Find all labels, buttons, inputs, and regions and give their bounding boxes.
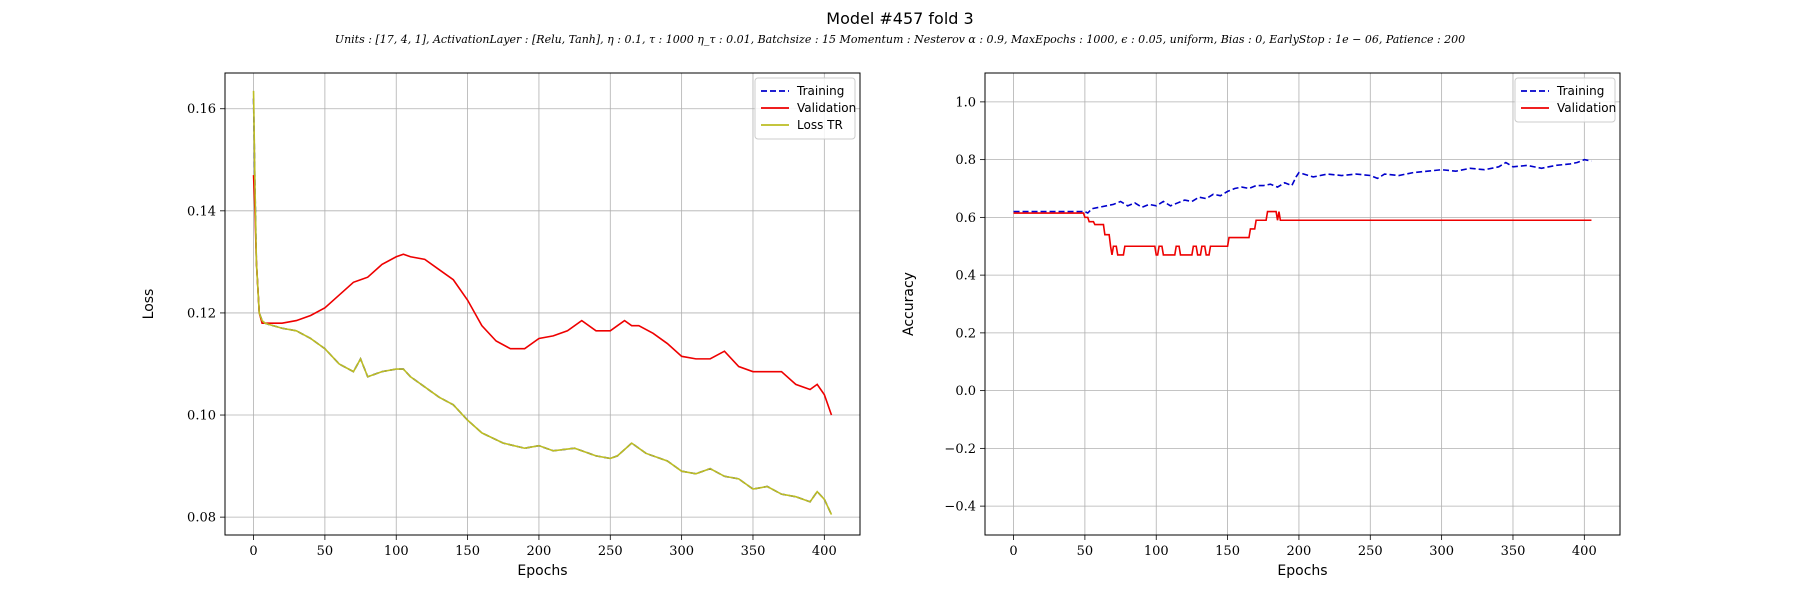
figure-subtitle: Units : [17, 4, 1], ActivationLayer : [R… — [335, 33, 1465, 46]
x-tick-label: 200 — [1287, 544, 1312, 559]
y-tick-label: 0.4 — [955, 269, 976, 284]
legend-label: Loss TR — [797, 118, 843, 132]
x-tick-label: 300 — [669, 544, 694, 559]
y-tick-label: 0.16 — [187, 102, 216, 117]
series-line-loss-tr — [252, 90, 833, 515]
x-tick-label: 100 — [1144, 544, 1169, 559]
plot-frame — [984, 72, 1621, 536]
y-tick-label: 0.6 — [955, 211, 976, 226]
y-tick-label: 0.2 — [955, 326, 976, 341]
plot-frame — [224, 72, 861, 536]
legend: Training Validation Loss TR — [754, 77, 856, 140]
x-tick-label: 0 — [249, 544, 257, 559]
x-tick-label: 250 — [1358, 544, 1383, 559]
x-tick-label: 100 — [384, 544, 409, 559]
series-line-training — [1013, 158, 1592, 215]
x-axis-label: Epochs — [517, 563, 567, 579]
x-tick-label: 350 — [741, 544, 766, 559]
y-tick-label: 0.14 — [187, 204, 216, 219]
legend-label: Training — [1556, 84, 1604, 98]
legend: Training Validation — [1514, 77, 1616, 123]
x-tick-label: 250 — [598, 544, 623, 559]
figure-title: Model #457 fold 3 — [826, 9, 973, 28]
y-tick-label: −0.2 — [944, 442, 976, 457]
x-tick-label: 0 — [1009, 544, 1017, 559]
x-tick-label: 200 — [527, 544, 552, 559]
y-tick-label: 0.08 — [187, 511, 216, 526]
series-line-validation — [252, 175, 833, 416]
legend-box — [1514, 77, 1616, 123]
x-tick-label: 400 — [1572, 544, 1597, 559]
x-tick-label: 50 — [317, 544, 334, 559]
legend-label: Validation — [797, 101, 856, 115]
legend-label: Validation — [1557, 101, 1616, 115]
y-axis-label: Loss — [141, 289, 157, 320]
y-tick-label: 0.10 — [187, 409, 216, 424]
y-tick-label: 0.0 — [955, 384, 976, 399]
x-tick-label: 350 — [1501, 544, 1526, 559]
series-line-validation — [1013, 210, 1592, 256]
x-tick-label: 150 — [1215, 544, 1240, 559]
y-tick-label: 0.8 — [955, 153, 976, 168]
y-tick-label: 1.0 — [955, 95, 976, 110]
loss-chart: 0 50 100 150 200 250 300 350 400 0.08 0.10 0.12 0.14… — [141, 72, 861, 579]
x-tick-label: 50 — [1077, 544, 1094, 559]
x-axis-label: Epochs — [1277, 563, 1327, 579]
legend-label: Training — [796, 84, 844, 98]
x-tick-label: 300 — [1429, 544, 1454, 559]
accuracy-chart: 0 50 100 150 200 250 300 350 400 −0.4 −0.2 0.0 0.2 0.… — [901, 72, 1621, 579]
y-tick-label: 0.12 — [187, 306, 216, 321]
x-tick-label: 150 — [455, 544, 480, 559]
y-axis-label: Accuracy — [901, 272, 917, 336]
y-tick-label: −0.4 — [944, 500, 976, 515]
x-tick-label: 400 — [812, 544, 837, 559]
legend-box — [754, 77, 856, 140]
series-line-training — [252, 98, 833, 515]
